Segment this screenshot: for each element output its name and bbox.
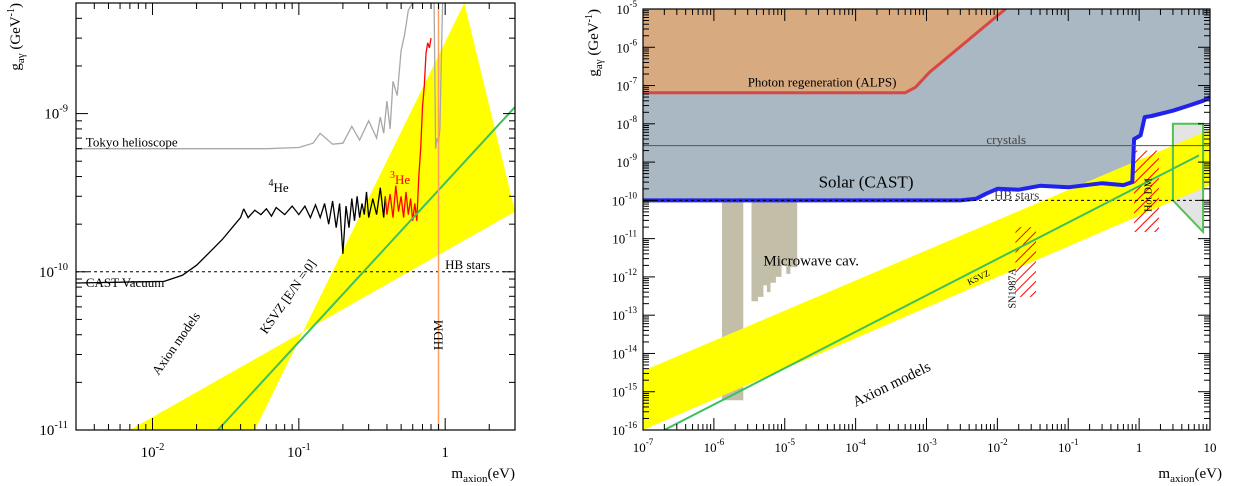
y-tick-label: 10-12 [612, 267, 638, 285]
microwave-cavity-region [751, 200, 798, 302]
ticks [642, 8, 1211, 431]
y-tick-label: 10-13 [612, 305, 638, 323]
y-tick-label: 10-15 [612, 382, 638, 400]
ticks [75, 2, 516, 431]
y-tick-label: 10-5 [616, 0, 637, 17]
annotation-crystals: crystals [986, 132, 1026, 147]
annotation-he4: 4He [268, 178, 288, 195]
annotation-hb-stars: HB stars [994, 188, 1039, 203]
annotation-alps: Photon regeneration (ALPS) [748, 74, 897, 89]
x-tick-label: 10-6 [704, 437, 725, 455]
annotation-hdm: HDM [431, 319, 446, 350]
x-tick-label: 10-2 [141, 442, 165, 461]
region-alps [643, 9, 1006, 93]
annotation-axion-models: Axion models [850, 359, 933, 411]
y-tick-label: 10-9 [44, 104, 68, 123]
annotation-cast-vac: CAST Vacuum [86, 275, 165, 290]
right-chart: 10-7 10-6 10-5 10-4 10-3 10-2 10-1 1 1010-1610-1… [584, 0, 1222, 485]
y-axis-label: gaγ (GeV-1) [6, 3, 27, 71]
x-axis-label: maxion(eV) [451, 466, 515, 485]
plot-frame [75, 2, 516, 431]
series-he4 [243, 187, 386, 254]
plot-area [76, 3, 515, 430]
y-tick-label: 10-10 [39, 262, 68, 281]
series-tokyo [76, 3, 414, 150]
series-he3 [384, 37, 432, 221]
x-tick-label: 10-3 [916, 437, 937, 455]
y-tick-label: 10-7 [616, 76, 637, 94]
x-tick-label: 10-5 [774, 437, 795, 455]
annotation-solar-cast: Solar (CAST) [819, 172, 914, 191]
x-tick-label: 1 [441, 445, 449, 461]
x-tick-label: 10-7 [633, 437, 654, 455]
x-tick-label: 1 [1136, 440, 1143, 455]
annotation-microwave: Microwave cav. [763, 253, 859, 269]
y-tick-label: 10-10 [612, 190, 638, 208]
series-ksvz [663, 154, 1200, 430]
solar-cast-limit [643, 95, 1210, 203]
axion-models-band [129, 3, 515, 430]
alps-limit [643, 9, 1007, 95]
hatched-sn1987a [1015, 227, 1036, 297]
y-tick-label: 10-8 [616, 114, 637, 132]
series-cast-vacuum [76, 208, 245, 284]
y-tick-label: 10-6 [616, 37, 637, 55]
annotation-axion-models: Axion models [149, 309, 203, 378]
series-ksvz [217, 106, 515, 430]
y-tick-label: 10-11 [612, 229, 637, 247]
y-tick-label: 10-11 [39, 420, 68, 439]
hatched-hot-dm [1134, 150, 1159, 232]
x-tick-label: 10-2 [987, 437, 1008, 455]
y-tick-label: 10-14 [612, 343, 638, 361]
x-tick-label: 10 [1204, 440, 1217, 455]
annotation-hb-stars: HB stars [445, 257, 490, 272]
x-tick-label: 10-1 [287, 442, 311, 461]
x-tick-label: 10-1 [1058, 437, 1079, 455]
plot-area [643, 9, 1210, 430]
annotation-hot-dm-label: Hot DM [1144, 178, 1155, 212]
annotation-sn1987a: SN1987A [1007, 268, 1018, 309]
y-tick-label: 10-9 [616, 152, 637, 170]
annotation-tokyo: Tokyo helioscope [86, 134, 178, 149]
x-axis-label: maxion(eV) [1158, 466, 1222, 485]
x-tick-label: 10-4 [845, 437, 866, 455]
axion-models-band [643, 129, 1210, 430]
y-tick-label: 10-16 [612, 420, 638, 438]
annotation-he3: 3He [390, 170, 410, 187]
y-axis-label: gaγ (GeV-1) [584, 9, 605, 77]
